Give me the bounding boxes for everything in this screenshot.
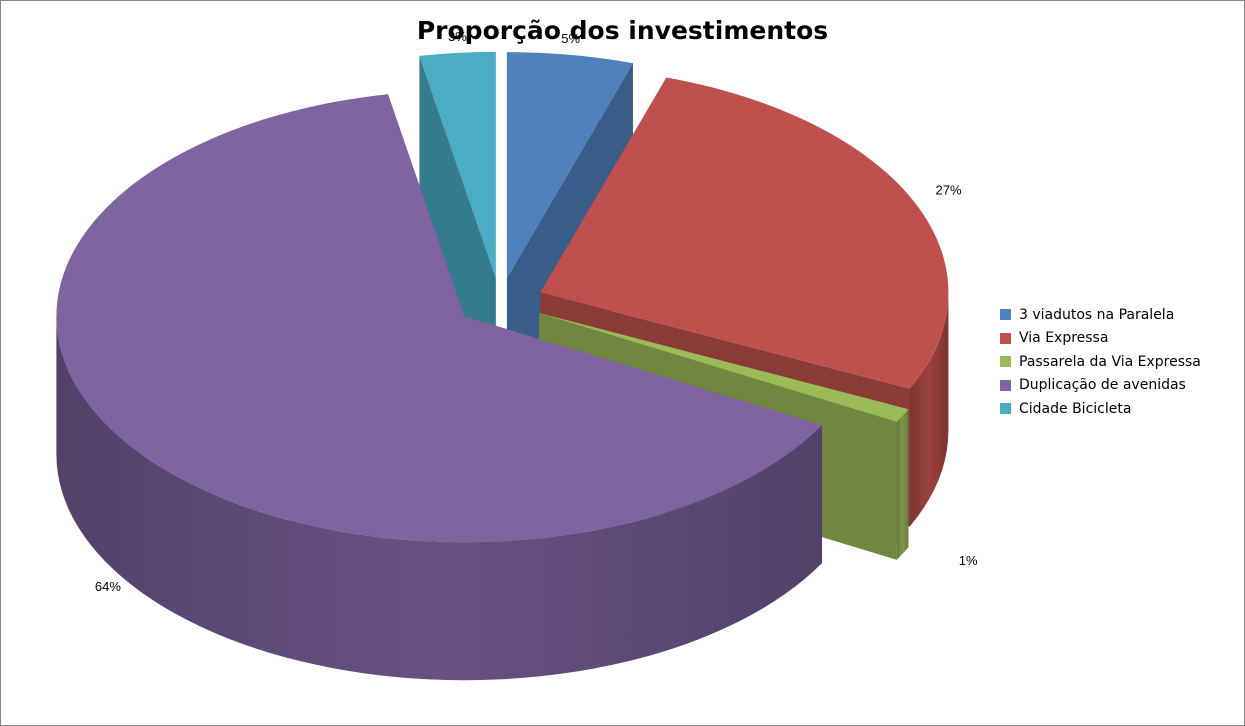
slice-wall-shading xyxy=(909,292,949,527)
slice-top xyxy=(539,312,909,422)
slice-top xyxy=(506,52,633,279)
pie-slice xyxy=(506,52,633,417)
legend-item: Duplicação de avenidas xyxy=(1000,374,1201,398)
data-label: 3% xyxy=(448,29,467,44)
slice-top xyxy=(419,51,496,278)
data-label: 64% xyxy=(95,579,121,594)
slice-wall-shading xyxy=(56,316,822,681)
legend-label: Cidade Bicicleta xyxy=(1019,400,1132,417)
legend-item: Cidade Bicicleta xyxy=(1000,397,1201,421)
legend-label: Duplicação de avenidas xyxy=(1019,377,1186,394)
legend-swatch xyxy=(1000,403,1011,415)
legend-swatch xyxy=(1000,379,1011,391)
slice-cut-wall xyxy=(506,63,633,417)
legend-item: Passarela da Via Expressa xyxy=(1000,350,1201,374)
legend-item: 3 viadutos na Paralela xyxy=(1000,303,1201,327)
slice-top xyxy=(56,94,822,543)
legend-swatch xyxy=(1000,309,1011,321)
legend-swatch xyxy=(1000,356,1011,368)
data-label: 27% xyxy=(936,183,962,198)
legend-item: Via Expressa xyxy=(1000,327,1201,351)
legend-label: 3 viadutos na Paralela xyxy=(1019,306,1175,323)
chart-title: Proporção dos investimentos xyxy=(416,16,829,45)
legend-label: Passarela da Via Expressa xyxy=(1019,353,1201,370)
pie-slice xyxy=(56,94,822,681)
legend-swatch xyxy=(1000,332,1011,344)
data-label: 5% xyxy=(561,31,580,46)
slice-top xyxy=(540,77,949,389)
slice-wall-shading xyxy=(896,409,909,560)
legend-label: Via Expressa xyxy=(1019,330,1109,347)
legend: 3 viadutos na Paralela Via Expressa Passar… xyxy=(1000,303,1201,421)
data-label: 1% xyxy=(959,553,978,568)
